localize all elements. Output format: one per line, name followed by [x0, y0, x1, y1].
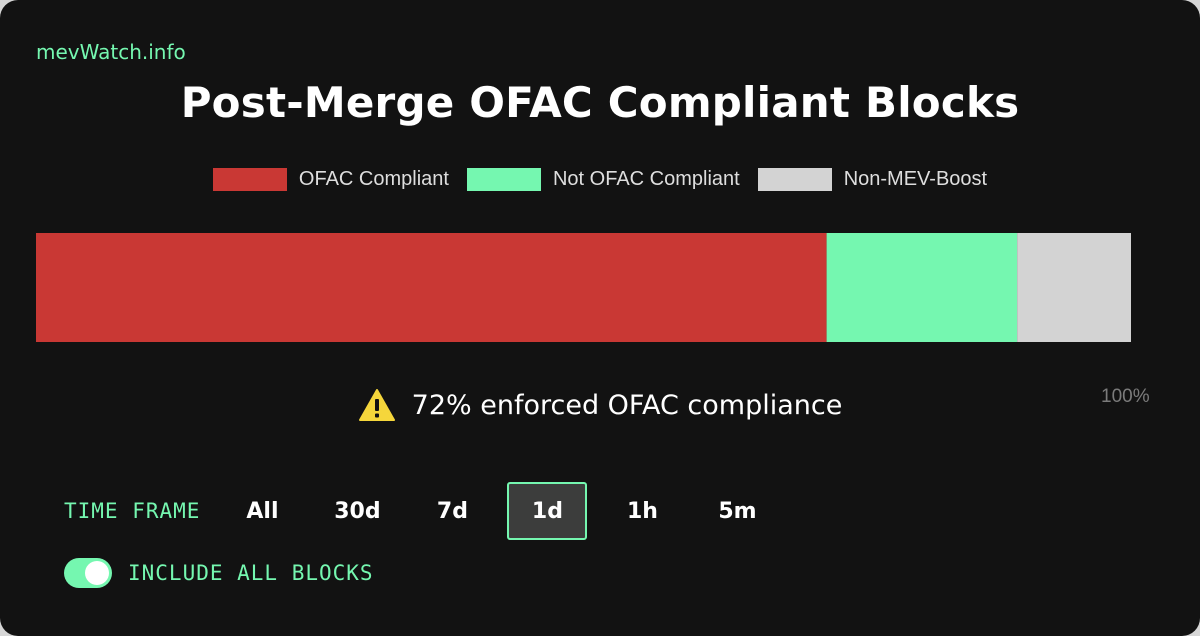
compliance-text: 72% enforced OFAC compliance: [411, 389, 843, 421]
timeframe-button-30d[interactable]: 30d: [334, 498, 381, 524]
timeframe-label: TIME FRAME: [64, 499, 201, 523]
include-all-blocks-row: INCLUDE ALL BLOCKS: [64, 558, 374, 588]
legend-swatch: [212, 168, 287, 191]
include-all-blocks-toggle[interactable]: [64, 558, 112, 588]
compliance-status: 72% enforced OFAC compliance: [0, 388, 1200, 422]
legend-item: Non-MEV-Boost: [757, 168, 988, 191]
timeframe-selector: TIME FRAME All 30d 7d 1d 1h 5m: [64, 482, 792, 540]
brand-label: mevWatch.info: [36, 40, 186, 64]
toggle-knob: [85, 561, 109, 585]
timeframe-button-1h[interactable]: 1h: [626, 498, 658, 524]
axis-end-label: 100%: [1101, 386, 1150, 407]
warning-icon: [358, 389, 395, 421]
chart-title: Post-Merge OFAC Compliant Blocks: [180, 78, 1020, 127]
bar-segment-1: [36, 233, 827, 342]
legend-item: OFAC Compliant: [212, 168, 449, 191]
bar-segment-3: [1017, 233, 1131, 342]
timeframe-button-1d[interactable]: 1d: [507, 482, 588, 540]
chart-legend: OFAC Compliant Not OFAC Compliant Non-MEV-…: [0, 168, 1200, 191]
legend-label: OFAC Compliant: [298, 168, 449, 190]
legend-swatch: [466, 168, 541, 191]
legend-label: Non-MEV-Boost: [843, 168, 988, 190]
legend-item: Not OFAC Compliant: [466, 168, 740, 191]
bar-segment-2: [826, 233, 1018, 342]
include-all-blocks-label: INCLUDE ALL BLOCKS: [128, 561, 374, 585]
timeframe-button-all[interactable]: All: [246, 498, 279, 524]
timeframe-button-5m[interactable]: 5m: [718, 498, 757, 524]
timeframe-button-7d[interactable]: 7d: [436, 498, 468, 524]
legend-swatch: [757, 168, 832, 191]
legend-label: Not OFAC Compliant: [552, 168, 740, 190]
